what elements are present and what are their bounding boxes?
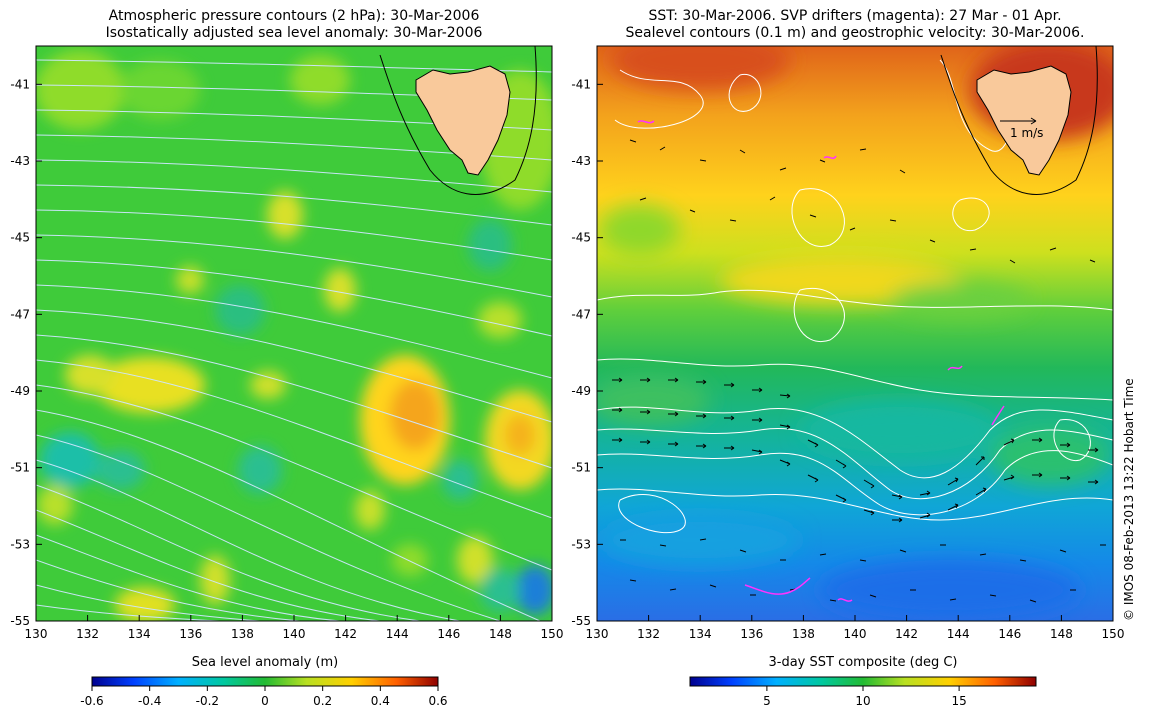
right-title-line1: SST: 30-Mar-2006. SVP drifters (magenta)… [648,8,1062,24]
left-lat-tick-label: -43 [10,154,30,168]
svp-drifters [637,120,1005,602]
right-lon-tick-label: 138 [792,627,815,641]
right-lat-tick-label: -53 [571,537,591,551]
right-title-line2: Sealevel contours (0.1 m) and geostrophi… [625,25,1085,41]
right-lon-tick-label: 136 [740,627,763,641]
shelf-contour [379,46,537,195]
right-map: 1 m/s [597,46,1113,621]
right-panel-title: SST: 30-Mar-2006. SVP drifters (magenta)… [597,8,1113,42]
right-lat-tick-label: -51 [571,461,591,475]
sla-colorbar-tick-label: -0.2 [196,694,219,708]
left-title-line1: Atmospheric pressure contours (2 hPa): 3… [108,8,480,24]
left-lat-tick-label: -49 [10,384,30,398]
tasmania-land [415,65,511,176]
left-lon-tick-label: 146 [437,627,460,641]
left-lon-tick-label: 144 [386,627,409,641]
right-lon-tick-label: 148 [1050,627,1073,641]
axes-layer: 130 132 134 136 138 140 142 144 146 148 150 -41 -43 -… [10,77,1124,641]
velocity-scale-arrow [1000,117,1037,125]
left-lon-tick-label: 142 [334,627,357,641]
right-lon-tick-label: 134 [689,627,712,641]
left-lon-tick-label: 134 [128,627,151,641]
left-lat-tick-label: -45 [10,231,30,245]
left-lon-tick-label: 132 [76,627,99,641]
right-lon-tick-label: 130 [586,627,609,641]
sst-colorbar-tick-label: 5 [763,694,771,708]
pressure-contours [36,59,552,621]
sla-colorbar-ticks: -0.6 -0.4 -0.2 0 0.2 0.4 0.6 [80,686,448,708]
sst-colorbar-tick-label: 15 [951,694,966,708]
left-lat-tick-label: -41 [10,77,30,91]
left-lat-tick-label: -47 [10,307,30,321]
right-lat-tick-label: -49 [571,384,591,398]
sla-colorbar-tick-label: 0.6 [428,694,447,708]
sla-anomaly-field [36,50,552,621]
left-lon-tick-label: 150 [541,627,564,641]
right-lon-tick-label: 142 [895,627,918,641]
left-panel-title: Atmospheric pressure contours (2 hPa): 3… [36,8,552,42]
right-lon-tick-label: 140 [844,627,867,641]
sst-colorbar-strip [689,676,1037,687]
left-map [36,46,552,621]
left-lon-tick-label: 140 [283,627,306,641]
right-lat-tick-label: -47 [571,307,591,321]
right-lon-tick-label: 146 [998,627,1021,641]
left-lon-tick-label: 148 [489,627,512,641]
right-lat-tick-label: -55 [571,614,591,628]
right-lat-tick-label: -43 [571,154,591,168]
left-lon-tick-label: 130 [25,627,48,641]
sla-colorbar-tick-label: -0.4 [138,694,161,708]
left-lat-tick-label: -53 [10,537,30,551]
left-lon-tick-label: 136 [179,627,202,641]
sla-colorbar-label: Sea level anomaly (m) [191,655,339,670]
sla-colorbar-strip [91,676,439,687]
right-lon-tick-label: 144 [947,627,970,641]
imos-credit: © IMOS 08-Feb-2013 13:22 Hobart Time [1122,378,1136,621]
sst-colorbar: 5 10 15 [689,676,1037,708]
sla-colorbar-tick-label: -0.6 [80,694,103,708]
left-title-line2: Isostatically adjusted sea level anomaly… [105,25,483,41]
sla-colorbar: -0.6 -0.4 -0.2 0 0.2 0.4 0.6 [80,676,448,708]
right-lat-tick-label: -45 [571,231,591,245]
sla-colorbar-tick-label: 0.2 [313,694,332,708]
left-lon-tick-label: 138 [231,627,254,641]
velocity-scale-label: 1 m/s [1010,126,1043,140]
right-lon-tick-label: 132 [637,627,660,641]
velocity-arrows [612,139,1106,603]
shelf-contour-right [940,46,1098,195]
sla-colorbar-tick-label: 0 [261,694,269,708]
left-lat-tick-label: -55 [10,614,30,628]
sla-colorbar-tick-label: 0.4 [371,694,390,708]
sst-colorbar-label: 3-day SST composite (deg C) [768,655,958,670]
right-lat-tick-label: -41 [571,77,591,91]
sst-colorbar-ticks: 5 10 15 [763,686,967,708]
sst-colorbar-tick-label: 10 [855,694,870,708]
left-lat-tick-label: -51 [10,461,30,475]
right-lon-tick-label: 150 [1102,627,1125,641]
